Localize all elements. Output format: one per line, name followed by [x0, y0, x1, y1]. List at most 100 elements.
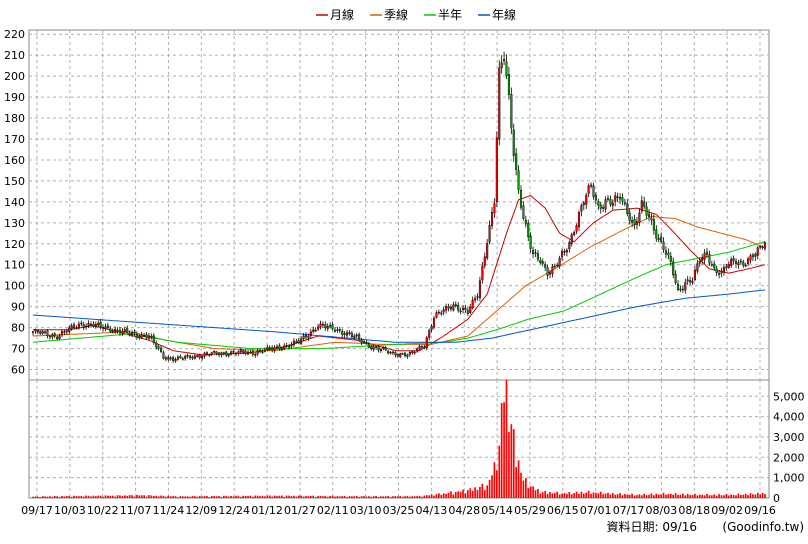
candle-body	[201, 355, 204, 359]
candle-body	[203, 352, 206, 357]
candle-body	[234, 352, 237, 355]
candle-body	[498, 67, 501, 140]
candle-body	[353, 335, 356, 338]
volume-bar	[75, 496, 78, 498]
candle-body	[131, 332, 134, 335]
candle-body	[604, 199, 607, 210]
volume-bar	[563, 493, 566, 498]
volume-bar	[515, 467, 518, 498]
volume-bar	[433, 495, 435, 498]
volume-bar	[293, 495, 295, 498]
volume-bar	[210, 495, 213, 498]
volume-bar	[184, 496, 187, 498]
volume-bar	[355, 496, 358, 498]
candle-body	[536, 253, 539, 260]
candle-body	[196, 355, 199, 358]
candle-body	[379, 348, 382, 352]
volume-bar	[500, 403, 503, 498]
volume-bar	[133, 496, 136, 498]
candle-body	[176, 356, 179, 360]
volume-bar	[696, 495, 699, 498]
volume-bar	[242, 495, 245, 498]
candle-body	[510, 94, 513, 129]
volume-bar	[706, 493, 708, 498]
volume-bar	[295, 496, 298, 498]
volume-bar	[358, 497, 360, 498]
volume-bar	[406, 495, 409, 498]
candle-body	[590, 184, 593, 187]
volume-bar	[309, 495, 312, 498]
candle-body	[217, 352, 221, 356]
candle-body	[481, 265, 484, 281]
volume-bar	[662, 492, 665, 498]
candle-body	[466, 310, 469, 314]
candle-body	[319, 323, 322, 328]
volume-bar	[116, 495, 119, 498]
candle-body	[172, 357, 175, 361]
candle-body	[389, 351, 392, 354]
candle-body	[205, 352, 208, 354]
candle-body	[118, 329, 122, 334]
volume-bar	[331, 495, 334, 498]
volume-bar	[157, 496, 160, 498]
volume-bar	[694, 493, 696, 498]
volume-bar	[720, 495, 723, 498]
source-label: (Goodinfo.tw)	[722, 520, 804, 534]
volume-bar	[558, 494, 561, 498]
candle-body	[408, 352, 411, 355]
candle-body	[621, 197, 624, 202]
candle-body	[652, 219, 655, 231]
x-tick-label: 08/03	[646, 504, 678, 517]
volume-bar	[445, 493, 447, 498]
candle-body	[650, 218, 653, 221]
candle-body	[565, 250, 568, 253]
volume-bar	[372, 496, 375, 498]
volume-bar	[203, 496, 206, 498]
volume-bar	[239, 496, 242, 498]
volume-bar	[53, 496, 56, 498]
volume-bar	[396, 496, 399, 498]
volume-bar	[643, 493, 646, 498]
candle-body	[606, 198, 610, 200]
candle-body	[522, 205, 525, 219]
volume-bar	[32, 496, 34, 498]
volume-bar	[377, 496, 380, 498]
volume-bar	[288, 495, 290, 498]
candle-body	[667, 252, 670, 256]
volume-bar	[764, 493, 766, 498]
volume-bar	[244, 495, 247, 498]
candle-body	[104, 326, 107, 329]
volume-bar	[264, 496, 266, 498]
candle-body	[297, 340, 300, 344]
volume-bar	[111, 495, 114, 498]
volume-bar	[68, 496, 71, 498]
candle-body	[355, 334, 358, 337]
candle-body	[225, 351, 228, 356]
volume-bar	[759, 494, 762, 498]
volume-bar	[474, 487, 476, 498]
x-tick-label: 09/02	[711, 504, 743, 517]
volume-bar	[689, 495, 691, 498]
volume-bar	[602, 494, 604, 498]
volume-bar	[522, 480, 525, 498]
candle-body	[674, 273, 677, 283]
candle-body	[551, 266, 554, 275]
candle-body	[739, 260, 742, 263]
volume-bar	[314, 497, 317, 498]
volume-bar	[505, 380, 508, 498]
volume-bar	[524, 477, 527, 498]
candle-body	[56, 336, 59, 340]
volume-bar	[46, 496, 49, 498]
volume-bar	[360, 496, 363, 498]
candle-body	[394, 352, 397, 356]
candle-body	[619, 196, 622, 200]
volume-bar	[326, 496, 329, 498]
volume-bar	[616, 494, 619, 498]
candle-body	[150, 335, 153, 338]
volume-bar	[317, 495, 319, 498]
volume-bar	[172, 496, 174, 498]
candle-body	[220, 352, 223, 356]
volume-bar	[679, 494, 682, 498]
volume-bar	[99, 495, 102, 498]
candle-body	[155, 342, 158, 348]
